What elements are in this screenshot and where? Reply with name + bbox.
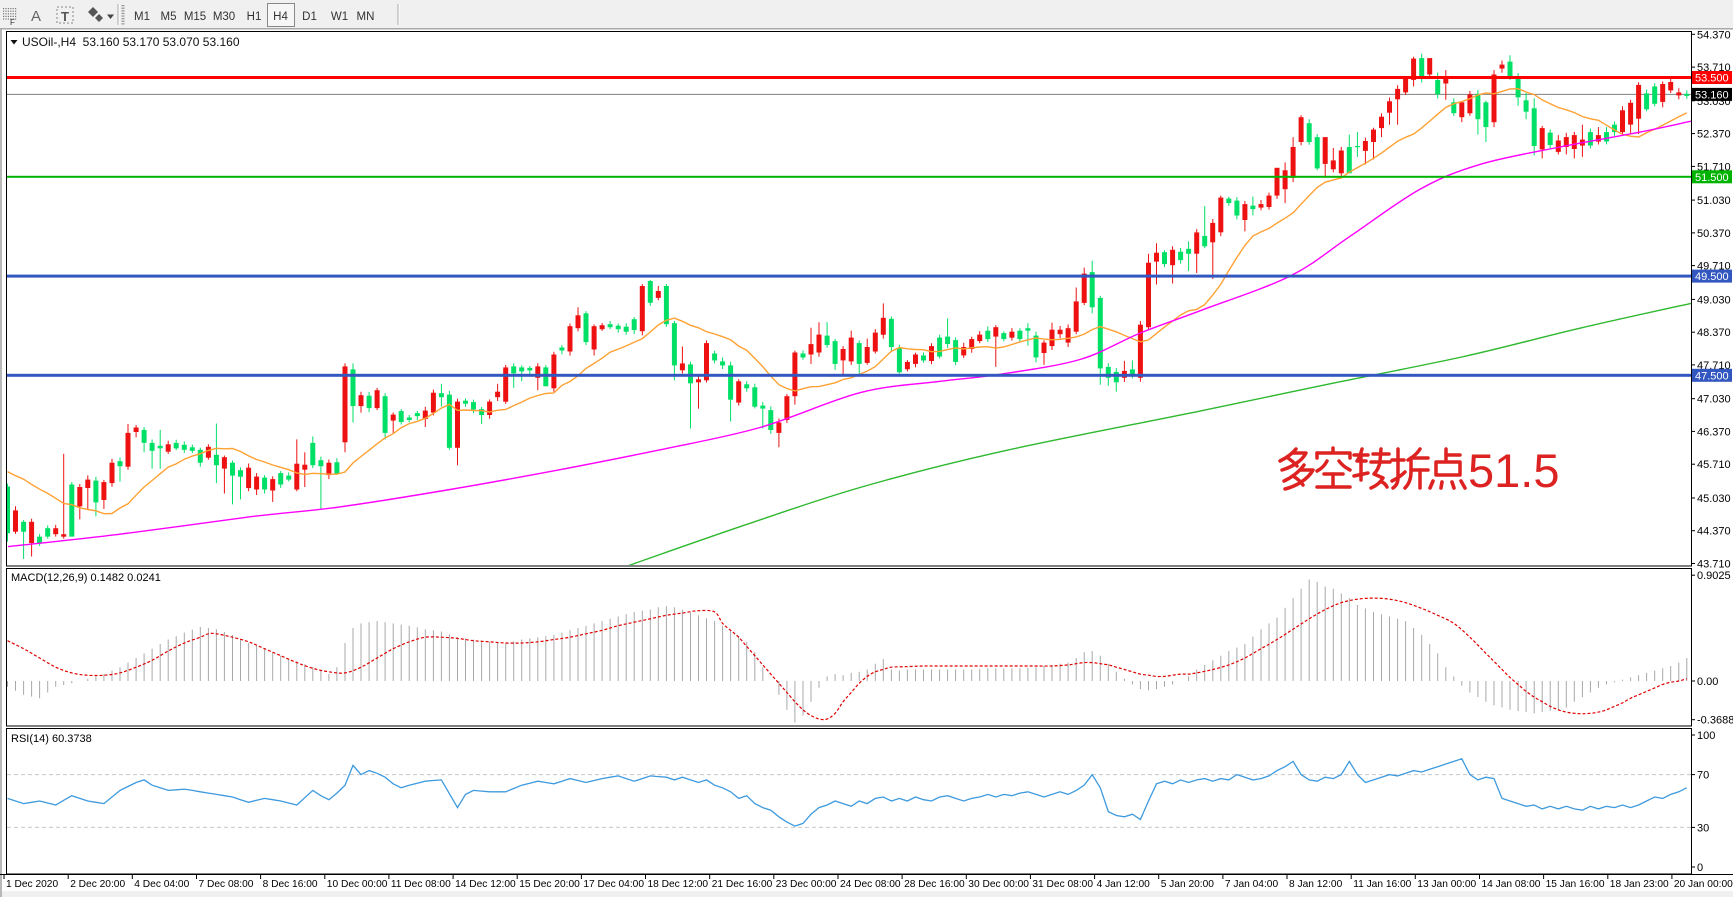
svg-text:15 Jan 16:00: 15 Jan 16:00 [1546,879,1605,890]
svg-text:13 Jan 00:00: 13 Jan 00:00 [1417,879,1476,890]
svg-text:48.370: 48.370 [1697,327,1731,339]
svg-text:RSI(14) 60.3738: RSI(14) 60.3738 [11,733,92,745]
svg-text:51.030: 51.030 [1697,195,1731,207]
svg-text:M30: M30 [213,11,235,23]
svg-text:18 Dec 12:00: 18 Dec 12:00 [648,879,709,890]
svg-text:M1: M1 [134,11,150,23]
svg-text:7 Jan 04:00: 7 Jan 04:00 [1225,879,1279,890]
svg-text:MACD(12,26,9) 0.1482 0.0241: MACD(12,26,9) 0.1482 0.0241 [11,572,161,584]
svg-text:23 Dec 00:00: 23 Dec 00:00 [776,879,837,890]
svg-text:M15: M15 [184,11,206,23]
svg-text:2 Dec 20:00: 2 Dec 20:00 [70,879,125,890]
svg-text:14 Jan 08:00: 14 Jan 08:00 [1482,879,1541,890]
svg-text:D1: D1 [302,11,317,23]
svg-text:18 Jan 23:00: 18 Jan 23:00 [1610,879,1669,890]
svg-text:1 Dec 2020: 1 Dec 2020 [6,879,58,890]
svg-text:F: F [10,18,15,27]
svg-text:11 Jan 16:00: 11 Jan 16:00 [1353,879,1411,890]
svg-text:51.5: 51.5 [1468,444,1559,497]
svg-text:45.030: 45.030 [1697,493,1731,505]
svg-text:14 Dec 12:00: 14 Dec 12:00 [455,879,516,890]
svg-text:8 Dec 16:00: 8 Dec 16:00 [263,879,318,890]
svg-text:M5: M5 [161,11,177,23]
svg-text:24 Dec 08:00: 24 Dec 08:00 [840,879,901,890]
svg-text:20 Jan 00:00: 20 Jan 00:00 [1674,879,1733,890]
svg-text:-0.3688: -0.3688 [1697,715,1733,727]
svg-text:8 Jan 12:00: 8 Jan 12:00 [1289,879,1343,890]
svg-text:30 Dec 00:00: 30 Dec 00:00 [968,879,1029,890]
svg-text:A: A [31,8,41,25]
svg-text:4 Dec 04:00: 4 Dec 04:00 [134,879,189,890]
svg-text:49.500: 49.500 [1695,271,1729,283]
svg-text:T: T [61,9,69,24]
svg-text:100: 100 [1697,730,1715,742]
svg-text:10 Dec 00:00: 10 Dec 00:00 [327,879,388,890]
svg-text:MN: MN [357,11,375,23]
svg-text:49.030: 49.030 [1697,294,1731,306]
svg-text:H4: H4 [273,11,288,23]
svg-text:54.370: 54.370 [1697,29,1731,41]
svg-text:31 Dec 08:00: 31 Dec 08:00 [1032,879,1093,890]
svg-text:30: 30 [1697,822,1709,834]
svg-text:5 Jan 20:00: 5 Jan 20:00 [1161,879,1215,890]
svg-text:W1: W1 [331,11,348,23]
svg-text:47.030: 47.030 [1697,394,1731,406]
svg-text:45.710: 45.710 [1697,459,1731,471]
svg-text:43.710: 43.710 [1697,559,1731,571]
svg-text:53.160: 53.160 [1695,89,1729,101]
svg-text:0: 0 [1697,862,1703,874]
svg-text:17 Dec 04:00: 17 Dec 04:00 [583,879,644,890]
svg-text:0.00: 0.00 [1697,676,1718,688]
svg-text:53.500: 53.500 [1695,73,1729,85]
svg-text:H1: H1 [247,11,262,23]
svg-text:44.370: 44.370 [1697,526,1731,538]
svg-text:51.500: 51.500 [1695,172,1729,184]
svg-text:47.500: 47.500 [1695,370,1729,382]
svg-text:0.9025: 0.9025 [1697,570,1731,582]
svg-text:USOil-,H4 53.160 53.170 53.07: USOil-,H4 53.160 53.170 53.070 53.160 [22,35,240,49]
svg-text:52.370: 52.370 [1697,129,1731,141]
svg-text:46.370: 46.370 [1697,426,1731,438]
svg-text:70: 70 [1697,770,1709,782]
svg-text:15 Dec 20:00: 15 Dec 20:00 [519,879,580,890]
svg-text:7 Dec 08:00: 7 Dec 08:00 [199,879,254,890]
svg-text:50.370: 50.370 [1697,228,1731,240]
svg-text:21 Dec 16:00: 21 Dec 16:00 [712,879,773,890]
svg-text:11 Dec 08:00: 11 Dec 08:00 [391,879,451,890]
svg-text:28 Dec 16:00: 28 Dec 16:00 [904,879,965,890]
svg-text:4 Jan 12:00: 4 Jan 12:00 [1097,879,1151,890]
